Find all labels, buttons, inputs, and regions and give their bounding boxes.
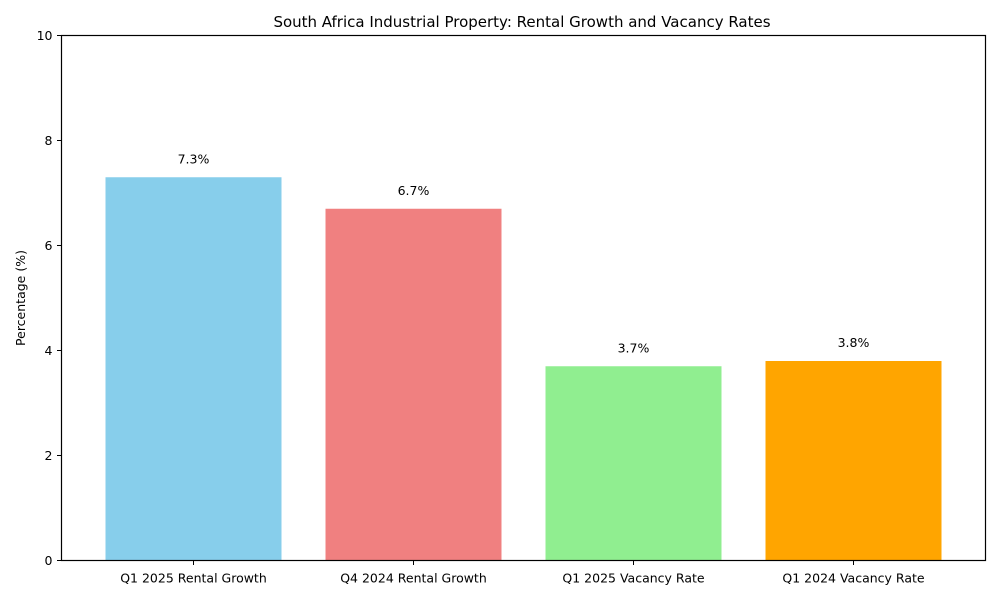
bar-1 xyxy=(105,177,282,561)
y-tick-label: 0 xyxy=(45,553,53,568)
x-tick-label: Q1 2024 Vacancy Rate xyxy=(782,571,924,586)
x-tick-label: Q1 2025 Vacancy Rate xyxy=(562,571,704,586)
bar-2 xyxy=(325,208,502,561)
plot-frame xyxy=(60,34,987,562)
bar-3 xyxy=(545,366,722,561)
y-tick-label: 6 xyxy=(45,238,53,253)
chart-title: South Africa Industrial Property: Rental… xyxy=(273,13,770,31)
y-tick-label: 2 xyxy=(45,448,53,463)
data-label: 6.7% xyxy=(398,183,430,198)
data-label: 7.3% xyxy=(178,151,210,166)
data-label: 3.7% xyxy=(618,340,650,355)
x-tick-label: Q4 2024 Rental Growth xyxy=(340,571,487,586)
x-tick-label: Q1 2025 Rental Growth xyxy=(120,571,267,586)
y-tick-label: 8 xyxy=(45,133,53,148)
y-tick-label: 10 xyxy=(37,28,53,43)
data-label: 3.8% xyxy=(838,335,870,350)
bar-4 xyxy=(765,361,942,561)
y-axis-label: Percentage (%) xyxy=(13,250,28,346)
y-tick-label: 4 xyxy=(45,343,53,358)
